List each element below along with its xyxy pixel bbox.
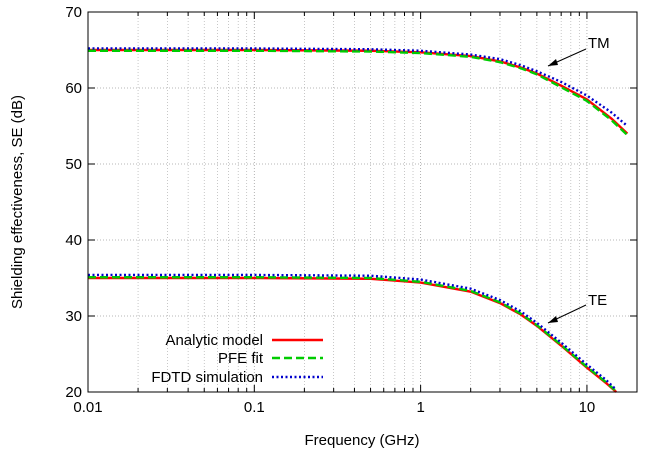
- series-line-te-fdtd-simulation: [88, 273, 618, 391]
- y-tick-label: 20: [65, 384, 82, 401]
- y-axis-label: Shielding effectiveness, SE (dB): [9, 95, 26, 309]
- legend-label-analytic-model: Analytic model: [165, 332, 263, 349]
- series-layer: [88, 47, 629, 393]
- x-tick-label: 1: [416, 399, 424, 416]
- y-tick-label: 70: [65, 4, 82, 21]
- y-tick-label: 50: [65, 156, 82, 173]
- y-tick-label: 30: [65, 308, 82, 325]
- series-line-te-pfe-fit: [88, 276, 618, 393]
- series-line-tm-fdtd-simulation: [88, 47, 629, 127]
- y-tick-label: 40: [65, 232, 82, 249]
- legend: Analytic model PFE fit FDTD simulation: [151, 332, 323, 386]
- te-arrow-head: [548, 316, 558, 323]
- legend-label-fdtd-simulation: FDTD simulation: [151, 369, 263, 386]
- tick-layer: 0.01 0.1 1 10 20 30 40 50 60 70: [65, 4, 638, 416]
- x-tick-label: 0.01: [73, 399, 102, 416]
- x-axis-label: Frequency (GHz): [304, 432, 419, 449]
- annotation-layer: TM TE: [547, 35, 610, 324]
- series-line-tm-analytic-model: [88, 48, 629, 135]
- plot-frame: [87, 11, 638, 393]
- tm-annotation: TM: [588, 35, 610, 52]
- tm-arrow-head: [548, 59, 558, 66]
- x-tick-label: 0.1: [244, 399, 265, 416]
- y-tick-label: 60: [65, 80, 82, 97]
- legend-label-pfe-fit: PFE fit: [218, 350, 264, 367]
- x-tick-label: 10: [579, 399, 596, 416]
- series-line-tm-pfe-fit: [88, 49, 629, 136]
- te-annotation: TE: [588, 292, 607, 309]
